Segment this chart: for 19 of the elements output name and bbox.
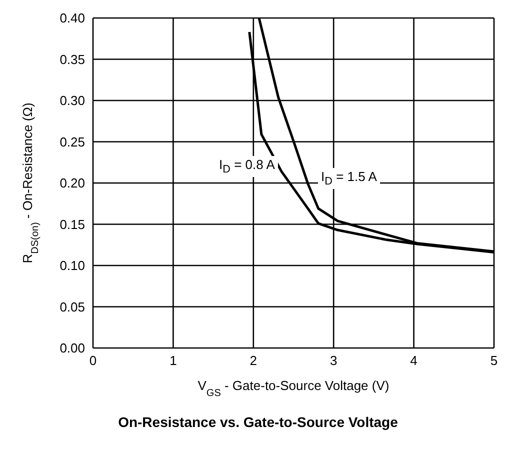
y-tick-label: 0.05 (60, 299, 85, 314)
x-axis-title: V$_{GS}$ - Gate-to-Source Voltage (V) (198, 378, 390, 398)
y-tick-label: 0.00 (60, 340, 85, 356)
y-tick-label: 0.20 (60, 176, 85, 191)
x-tick-label: 5 (490, 353, 498, 368)
x-tick-label: 2 (250, 353, 258, 368)
y-tick-label: 0.30 (60, 93, 85, 108)
y-tick-label: 0.15 (60, 216, 85, 232)
y-tick-label: 0.40 (60, 10, 85, 26)
x-tick-label: 4 (410, 353, 418, 368)
x-tick-label: 3 (330, 353, 338, 368)
x-tick-label: 0 (89, 353, 97, 368)
y-tick-label: 0.10 (60, 258, 85, 274)
y-tick-label: 0.25 (60, 134, 85, 150)
x-tick-label: 1 (170, 353, 177, 368)
y-tick-label: 0.35 (60, 52, 85, 67)
text: On-Resistance vs. Gate-to-Source Voltage (117, 414, 399, 430)
series-label: I$_{D}$ = 1.5 A (318, 168, 380, 189)
series-label: I$_{D}$ = 0.8 A (216, 156, 278, 177)
